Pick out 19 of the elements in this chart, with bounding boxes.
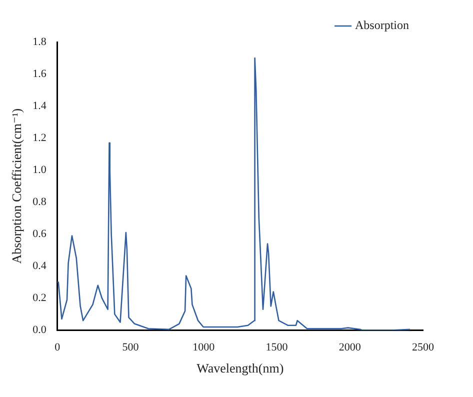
y-tick-label: 0.0 xyxy=(32,324,47,336)
y-tick-label: 0.2 xyxy=(32,292,46,304)
y-tick-label: 1.8 xyxy=(32,36,47,48)
x-tick-label: 0 xyxy=(54,342,61,354)
y-axis-title: Absorption Coefficient(cm⁻¹) xyxy=(9,108,24,264)
y-tick-label: 1.4 xyxy=(32,100,47,112)
x-tick-label: 500 xyxy=(122,342,140,354)
y-tick-label: 1.0 xyxy=(32,164,47,176)
y-tick-label: 0.8 xyxy=(32,196,47,208)
y-tick-label: 1.6 xyxy=(32,68,47,80)
x-tick-label: 2000 xyxy=(338,342,362,354)
x-tick-label: 1000 xyxy=(192,342,216,354)
y-tick-label: 1.2 xyxy=(32,132,46,144)
x-tick-label: 1500 xyxy=(266,342,288,354)
y-tick-label: 0.6 xyxy=(32,228,47,240)
x-tick-label: 2500 xyxy=(412,342,434,354)
legend-label: Absorption xyxy=(355,18,409,32)
x-axis-title: Wavelength(nm) xyxy=(196,360,284,376)
y-tick-label: 0.4 xyxy=(32,260,47,272)
